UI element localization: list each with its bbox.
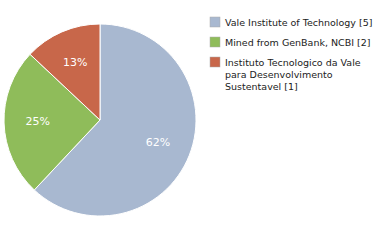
legend-swatch (210, 17, 220, 27)
legend-entry: Instituto Tecnologico da Valepara Desenv… (225, 57, 361, 92)
legend-entry-line: Vale Institute of Technology [5] (225, 17, 372, 28)
legend: Vale Institute of Technology [5] Mined fr… (210, 17, 372, 92)
legend-entry: Vale Institute of Technology [5] (225, 17, 372, 28)
slices (4, 24, 196, 216)
data-label: 13% (63, 56, 87, 69)
legend-entry-line: para Desenvolvimento (225, 69, 333, 80)
legend-entry-line: Sustentavel [1] (225, 81, 298, 92)
pie-slice (30, 24, 100, 120)
legend-entry-line: Mined from GenBank, NCBI [2] (225, 37, 371, 48)
legend-entry: Mined from GenBank, NCBI [2] (225, 37, 371, 48)
legend-entry-line: Instituto Tecnologico da Vale (225, 57, 361, 68)
data-label: 62% (146, 136, 170, 149)
data-labels: 62% 25% 13% (25, 56, 170, 149)
legend-swatch (210, 37, 220, 47)
data-label: 25% (25, 115, 49, 128)
legend-swatch (210, 57, 220, 67)
chart: 62% 25% 13% Vale Institute of Technology [5… (0, 0, 380, 240)
chart-container: 62% 25% 13% Vale Institute of Technology [5… (0, 0, 380, 240)
